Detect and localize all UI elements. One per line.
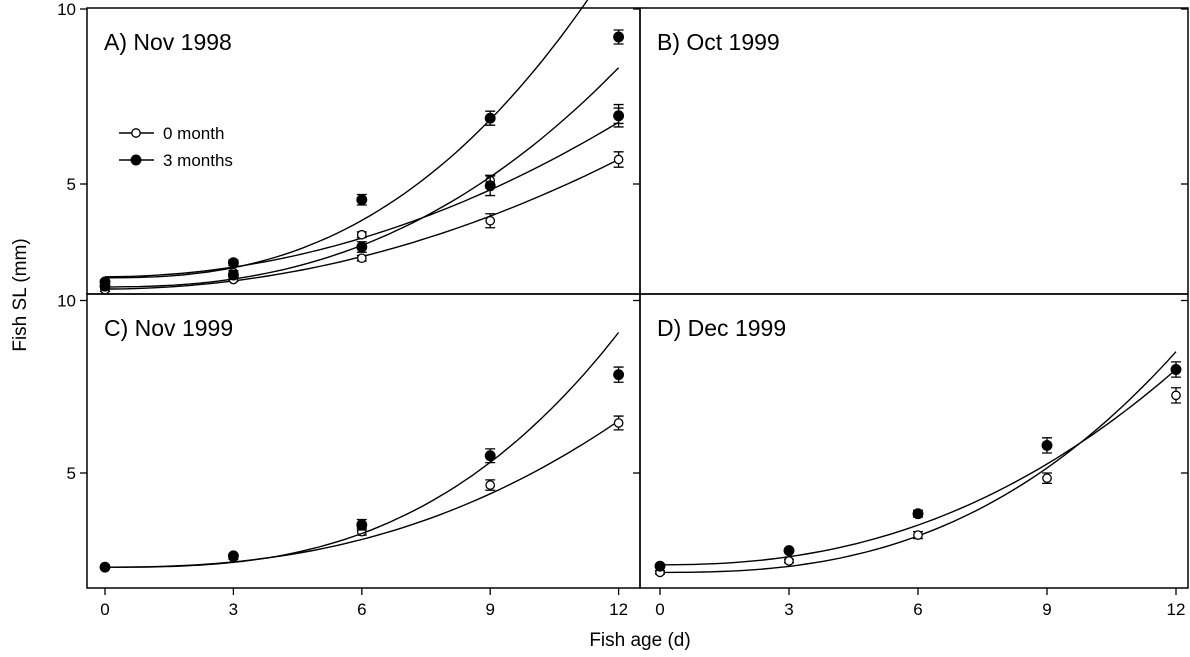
panel-title: B) Oct 1999 (657, 29, 780, 55)
x-tick-label: 3 (229, 600, 238, 619)
data-point-3-months (1041, 439, 1053, 451)
data-point-0-month (913, 530, 923, 540)
y-tick-label: 5 (67, 464, 76, 483)
x-tick-label: 3 (784, 600, 793, 619)
x-tick-label: 9 (1042, 600, 1051, 619)
legend-marker (131, 128, 141, 138)
data-point-3-months (484, 180, 496, 192)
data-point-3-months (613, 369, 625, 381)
x-tick-label: 12 (1167, 600, 1186, 619)
data-point-0-month (613, 418, 624, 428)
legend: 0 month 3 months (119, 124, 233, 170)
fit-line-3-months (105, 332, 620, 568)
data-point-3-months (227, 550, 239, 562)
data-point-3-months (99, 280, 111, 292)
panel-d: D) Dec 1999 0 3 6 9 12 (639, 293, 1189, 619)
data-point-3-months (356, 194, 368, 206)
panel-title: D) Dec 1999 (657, 315, 786, 341)
data-point-3-months (356, 519, 368, 531)
x-tick-label: 6 (913, 600, 922, 619)
y-axis-label: Fish SL (mm) (10, 238, 31, 351)
y-tick-label: 10 (57, 292, 76, 311)
fit-line-0-month (105, 420, 619, 568)
panel-b: B) Oct 1999 (99, 7, 1189, 295)
x-tick-label: 0 (655, 600, 664, 619)
data-point-3-months (613, 31, 625, 43)
panel-c: C) Nov 1999 5 10 0 3 6 9 12 (57, 292, 641, 619)
data-point-3-months (654, 560, 666, 572)
data-point-0-month (356, 253, 367, 264)
data-point-0-month (356, 229, 367, 240)
panel-title: A) Nov 1998 (104, 29, 232, 55)
x-tick-label: 12 (609, 600, 628, 619)
data-point-3-months (227, 257, 239, 269)
fit-line-3-months (660, 368, 1177, 566)
data-point-3-months (356, 241, 368, 253)
x-tick-label: 6 (357, 600, 366, 619)
data-point-3-months (99, 561, 111, 573)
data-point-3-months (484, 112, 496, 124)
data-point-0-month (1042, 473, 1052, 484)
data-point-0-month (613, 154, 624, 165)
data-point-3-months (783, 545, 795, 557)
data-point-0-month (485, 215, 496, 226)
x-tick-label: 9 (485, 600, 494, 619)
data-point-3-months (1170, 364, 1182, 375)
data-point-3-months (912, 508, 924, 520)
y-tick-label: 10 (57, 0, 76, 19)
panel-frame (639, 293, 1189, 589)
x-tick-label: 0 (100, 600, 109, 619)
data-point-0-month (1171, 390, 1181, 401)
data-point-3-months (613, 110, 625, 122)
legend-label: 0 month (163, 124, 224, 143)
fit-line-3-months (105, 0, 589, 279)
data-point-3-months (227, 269, 239, 281)
fit-line-0-month (105, 158, 619, 290)
data-point-3-months (484, 450, 496, 462)
legend-label: 3 months (163, 151, 233, 170)
panel-title: C) Nov 1999 (104, 315, 233, 341)
data-point-0-month (485, 480, 496, 490)
x-axis-label: Fish age (d) (589, 630, 690, 651)
data-point-0-month (784, 556, 794, 566)
legend-marker (130, 154, 142, 166)
y-tick-label: 5 (67, 175, 76, 194)
